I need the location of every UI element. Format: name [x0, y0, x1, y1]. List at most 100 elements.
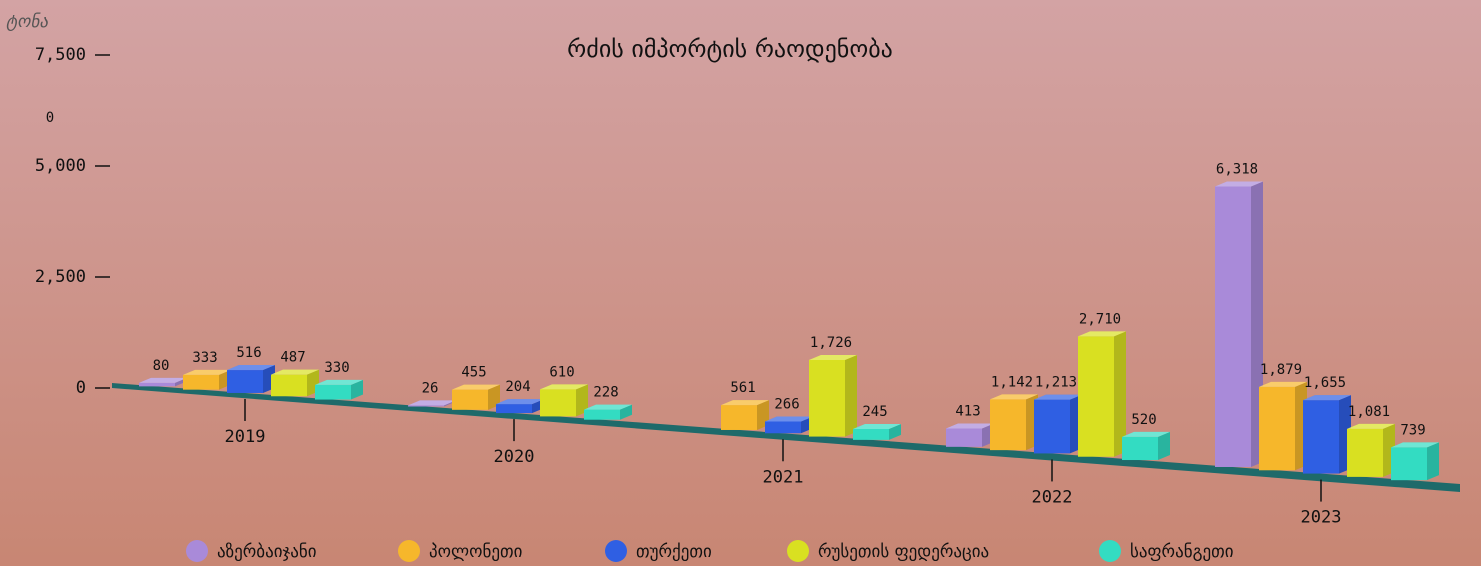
bar-top-shade	[765, 416, 813, 422]
bar-top-shade	[183, 369, 231, 375]
legend-label: თურქეთი	[636, 542, 712, 562]
bar	[765, 421, 801, 434]
legend-marker	[398, 540, 420, 562]
bar-top	[452, 384, 500, 390]
legend-label: რუსეთის ფედერაცია	[818, 542, 989, 562]
bar	[408, 405, 444, 407]
bar	[271, 374, 307, 397]
x-tick-label: 2023	[1301, 508, 1342, 528]
bar-top-shade	[853, 423, 901, 429]
bar	[1259, 386, 1295, 471]
bar	[584, 409, 620, 420]
y-axis-label: ტონა	[6, 12, 48, 32]
value-label: 1,142	[991, 374, 1033, 390]
value-label: 455	[461, 365, 486, 381]
bar-top	[809, 354, 857, 360]
bar-top	[496, 399, 544, 405]
bar-top-shade	[227, 365, 275, 371]
bar	[1078, 336, 1114, 457]
value-label: 561	[730, 380, 755, 396]
bar	[496, 404, 532, 414]
value-label: 487	[280, 350, 305, 366]
x-tick-label: 2019	[225, 427, 266, 447]
bar	[990, 399, 1026, 451]
bar-top	[408, 400, 456, 406]
bar-top-shade	[990, 394, 1038, 400]
value-label: 520	[1131, 412, 1156, 428]
bar	[183, 374, 219, 390]
value-label: 739	[1400, 422, 1425, 438]
bar-top-shade	[584, 404, 632, 410]
value-label: 516	[236, 345, 261, 361]
bar-side-shade	[576, 384, 588, 417]
legend-marker	[605, 540, 627, 562]
value-label: 2,710	[1079, 311, 1121, 327]
legend-marker	[787, 540, 809, 562]
bar-top-shade	[315, 379, 363, 385]
bar-top	[1303, 395, 1351, 401]
bar-top	[540, 384, 588, 390]
bar-top-shade	[1303, 395, 1351, 401]
x-tick-label: 2021	[763, 467, 804, 487]
bar-side	[576, 384, 588, 417]
bar-top-shade	[1391, 442, 1439, 448]
bar-top-shade	[1122, 431, 1170, 437]
value-label: 26	[422, 380, 439, 396]
bar	[1391, 447, 1427, 481]
bar-top	[1391, 442, 1439, 448]
bar-top-shade	[1347, 423, 1395, 429]
bar-top	[721, 400, 769, 406]
value-label: 413	[955, 403, 980, 419]
bar	[853, 428, 889, 440]
bar-side	[1158, 431, 1170, 461]
bar-top	[1215, 181, 1263, 187]
bar-top-shade	[139, 377, 187, 383]
bar-side-shade	[620, 404, 632, 420]
bar-top	[1078, 331, 1126, 337]
legend-marker	[186, 540, 208, 562]
chart-title: რძის იმპორტის რაოდენობა	[567, 35, 893, 63]
value-label: 80	[153, 358, 170, 374]
bar	[1034, 399, 1070, 454]
bar	[946, 428, 982, 447]
bar	[227, 370, 263, 393]
bar-top	[139, 377, 187, 383]
legend-label: პოლონეთი	[429, 542, 522, 562]
bar-top-shade	[1078, 331, 1126, 337]
value-label: 1,879	[1260, 362, 1302, 378]
bar	[721, 405, 757, 430]
bar	[452, 389, 488, 410]
value-label: 266	[774, 396, 799, 412]
annotation: 0	[46, 110, 54, 126]
bar	[1122, 436, 1158, 461]
bar-top-shade	[809, 354, 857, 360]
bar-top-shade	[496, 399, 544, 405]
bar-top-shade	[271, 369, 319, 375]
bar	[139, 382, 175, 387]
bar-top-shade	[540, 384, 588, 390]
bar-side-shade	[488, 384, 500, 410]
bar-top-shade	[452, 384, 500, 390]
bar-top	[227, 365, 275, 371]
bar-side-shade	[351, 379, 363, 400]
bar-top-shade	[1034, 394, 1082, 400]
bar-top	[1122, 431, 1170, 437]
bar-top	[1259, 381, 1307, 387]
bar-top-shade	[408, 400, 456, 406]
value-label: 1,726	[810, 335, 852, 351]
legend-label: აზერბაიჯანი	[217, 542, 317, 562]
value-label: 1,213	[1035, 375, 1077, 391]
bar-side	[889, 423, 901, 440]
floor	[112, 383, 1460, 492]
x-tick-label: 2022	[1032, 487, 1073, 507]
bar-top	[584, 404, 632, 410]
y-tick-label: 7,500	[35, 45, 86, 65]
value-label: 333	[192, 350, 217, 366]
bar	[1347, 428, 1383, 477]
value-label: 1,081	[1348, 404, 1390, 420]
value-label: 228	[593, 385, 618, 401]
bar-top	[183, 369, 231, 375]
bar-top	[765, 416, 813, 422]
value-label: 1,655	[1304, 375, 1346, 391]
bar-side-shade	[845, 354, 857, 437]
